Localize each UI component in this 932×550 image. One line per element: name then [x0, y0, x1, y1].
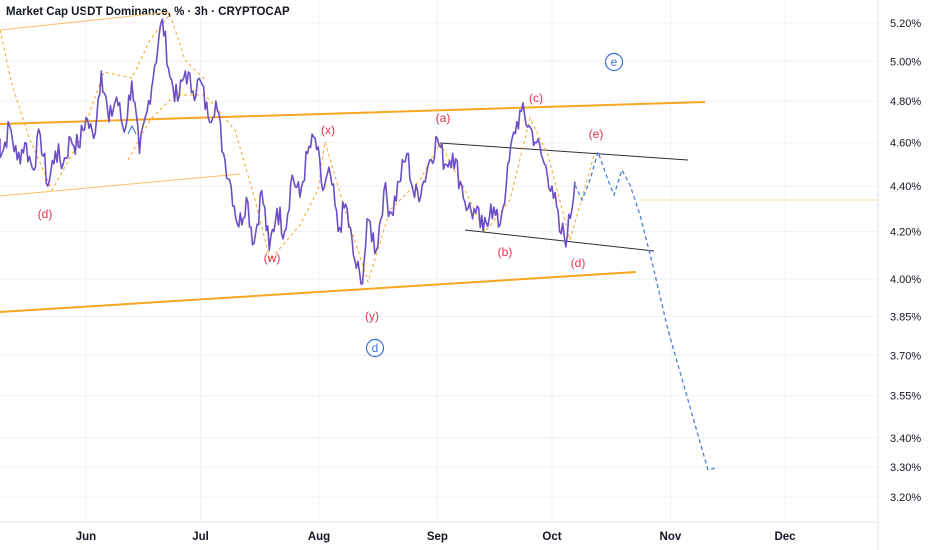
- x-axis: Jun Jul Aug Sep Oct Nov Dec: [0, 521, 878, 543]
- x-tick-label: Oct: [542, 531, 561, 543]
- y-tick-label: 3.55%: [890, 391, 921, 403]
- price-series: [0, 18, 576, 285]
- x-tick-label: Nov: [660, 531, 682, 543]
- wave-connector-line: [127, 94, 441, 284]
- wave-label-blue: d: [372, 341, 379, 355]
- wave-connectors: [0, 12, 596, 284]
- wave-label-circle: [365, 338, 385, 358]
- arrow-up-icon: [127, 124, 137, 135]
- wave-label-red: (w): [264, 251, 281, 265]
- wave-label-red: (c): [529, 91, 543, 105]
- y-tick-label: 3.70%: [890, 350, 921, 362]
- wave-label-red: (d): [38, 207, 53, 221]
- y-tick-label: 3.30%: [890, 462, 921, 474]
- wave-connector-line: [439, 116, 596, 242]
- x-tick-label: Jul: [192, 531, 209, 543]
- triangle-upper-line: [439, 142, 689, 161]
- wave-label-red: (y): [365, 309, 379, 323]
- y-tick-label: 4.80%: [890, 96, 921, 108]
- projection-line: [574, 149, 717, 471]
- wave-label-red: (b): [498, 245, 513, 259]
- wave-label-red: (e): [589, 127, 604, 141]
- x-tick-label: Aug: [308, 531, 330, 543]
- y-tick-label: 4.20%: [890, 227, 921, 239]
- triangle-lower-line: [464, 229, 655, 252]
- y-tick-label: 4.40%: [890, 181, 921, 193]
- projection-path: [574, 149, 717, 471]
- upper-channel-line: [0, 101, 706, 125]
- y-tick-label: 5.20%: [890, 18, 921, 30]
- wave-labels: (d) (x) (w) (y) (a) (b) (c) (d) (e) d e: [38, 52, 624, 358]
- y-tick-label: 3.85%: [890, 311, 921, 323]
- y-tick-label: 5.00%: [890, 56, 921, 68]
- y-tick-label: 3.20%: [890, 492, 921, 504]
- y-tick-label: 4.60%: [890, 138, 921, 150]
- channel-lines: [0, 11, 878, 313]
- y-tick-label: 3.40%: [890, 433, 921, 445]
- y-axis: 3.20% 3.30% 3.40% 3.55% 3.70% 3.85% 4.00% 4.20%…: [877, 0, 921, 550]
- inner-channel-line: [0, 173, 241, 197]
- wave-label-red: (x): [321, 123, 335, 137]
- wave-label-circle: [604, 52, 624, 72]
- chart-title: Market Cap USDT Dominance, % · 3h · CRYP…: [6, 6, 290, 18]
- wave-label-blue: e: [611, 55, 618, 69]
- wave-label-red: (a): [436, 111, 451, 125]
- y-tick-label: 4.00%: [890, 274, 921, 286]
- wave-label-red: (d): [571, 256, 586, 270]
- top-channel-line: [0, 11, 171, 31]
- x-tick-label: Jun: [76, 531, 96, 543]
- lower-channel-line: [0, 271, 637, 313]
- x-tick-label: Sep: [427, 531, 448, 543]
- price-line: [0, 18, 576, 285]
- x-tick-label: Dec: [774, 531, 796, 543]
